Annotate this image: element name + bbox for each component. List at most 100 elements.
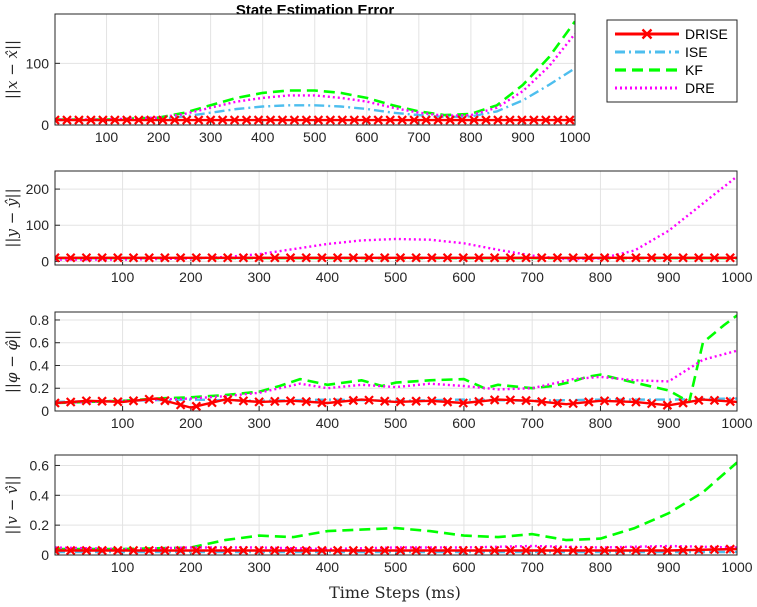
drise-marker: [521, 395, 531, 406]
x-tick-label: 800: [589, 415, 613, 431]
y-tick-label: 100: [26, 217, 50, 233]
x-tick-label: 700: [521, 415, 545, 431]
drise-marker: [207, 545, 217, 555]
y-tick-label: 100: [26, 55, 50, 71]
x-tick-label: 400: [251, 129, 275, 145]
drise-marker: [505, 545, 516, 555]
drise-marker: [565, 115, 575, 125]
drise-marker: [332, 397, 343, 407]
series-line-kf: [55, 461, 737, 551]
drise-marker: [317, 545, 327, 555]
drise-markers: [55, 252, 735, 263]
drise-marker: [458, 545, 469, 555]
drise-marker: [552, 545, 563, 555]
y-tick-label: 0.6: [30, 457, 50, 473]
x-tick-label: 200: [179, 559, 203, 575]
drise-marker: [442, 252, 453, 263]
drise-marker: [409, 115, 419, 125]
drise-marker: [97, 545, 107, 555]
subplot-4: 100 200 300 400 500 600 700 800 900 1000 0 0.2 0.4 0.…: [3, 454, 753, 575]
drise-marker: [615, 545, 626, 555]
drise-marker: [693, 395, 704, 406]
drise-marker: [379, 545, 390, 555]
y-axis-label: ||φ − φ̂||: [3, 330, 21, 393]
drise-marker: [55, 115, 60, 125]
drise-marker: [631, 397, 641, 407]
x-tick-label: 600: [452, 559, 476, 575]
drise-marker: [145, 115, 156, 125]
drise-marker: [81, 396, 92, 406]
y-tick-label: 0.2: [30, 380, 50, 396]
drise-marker: [241, 115, 252, 125]
drise-marker: [693, 252, 704, 263]
drise-marker: [301, 545, 312, 555]
y-tick-label: 0.8: [30, 312, 50, 328]
drise-marker: [97, 396, 107, 406]
drise-marker: [349, 115, 360, 125]
drise-marker: [110, 115, 120, 125]
x-tick-label: 500: [384, 269, 408, 285]
drise-markers: [55, 544, 735, 555]
drise-marker: [458, 252, 469, 263]
drise-marker: [411, 396, 421, 406]
drise-marker: [285, 545, 296, 555]
drise-marker: [270, 252, 280, 263]
drise-marker: [536, 396, 547, 407]
drise-marker: [379, 252, 390, 263]
drise-marker: [489, 395, 500, 405]
x-tick-label: 1000: [721, 559, 752, 575]
drise-marker: [181, 115, 192, 125]
drise-marker: [62, 115, 72, 125]
drise-marker: [458, 398, 469, 408]
drise-marker: [55, 398, 60, 408]
drise-marker: [662, 400, 673, 410]
drise-marker: [317, 252, 327, 263]
drise-marker: [128, 252, 139, 263]
drise-marker: [631, 252, 641, 263]
drise-marker: [469, 115, 479, 125]
drise-marker: [193, 115, 204, 125]
drise-marker: [489, 252, 500, 263]
drise-marker: [385, 115, 395, 125]
drise-marker: [86, 115, 96, 125]
drise-marker: [81, 252, 92, 263]
drise-marker: [599, 252, 610, 263]
drise-marker: [238, 545, 249, 555]
drise-marker: [113, 545, 123, 555]
drise-marker: [348, 395, 359, 406]
x-tick-label: 400: [316, 269, 340, 285]
x-tick-label: 300: [247, 415, 271, 431]
drise-marker: [599, 396, 610, 406]
drise-marker: [285, 252, 296, 263]
drise-marker: [229, 115, 240, 125]
drise-marker: [81, 545, 92, 555]
drise-marker: [270, 545, 280, 555]
drise-marker: [55, 252, 60, 263]
drise-marker: [646, 398, 657, 409]
y-tick-label: 0: [41, 403, 49, 419]
drise-marker: [517, 115, 527, 125]
x-tick-label: 500: [384, 559, 408, 575]
x-tick-label: 100: [111, 269, 135, 285]
x-tick-label: 400: [316, 415, 340, 431]
drise-marker: [646, 252, 657, 263]
drise-marker: [217, 115, 228, 125]
drise-marker: [265, 115, 276, 125]
drise-marker: [474, 252, 484, 263]
drise-marker: [222, 545, 233, 555]
x-tick-label: 100: [95, 129, 119, 145]
axes-box: [54, 454, 738, 556]
x-tick-label: 400: [316, 559, 340, 575]
drise-marker: [253, 115, 264, 125]
drise-marker: [457, 115, 467, 125]
y-tick-label: 0: [41, 253, 49, 269]
drise-marker: [332, 545, 343, 555]
drise-marker: [584, 397, 594, 407]
drise-marker: [134, 115, 144, 125]
drise-marker: [175, 545, 186, 555]
drise-marker: [505, 115, 515, 125]
drise-marker: [552, 398, 563, 409]
series-line-dre: [55, 544, 737, 551]
drise-marker: [337, 115, 348, 125]
drise-marker: [128, 396, 139, 406]
